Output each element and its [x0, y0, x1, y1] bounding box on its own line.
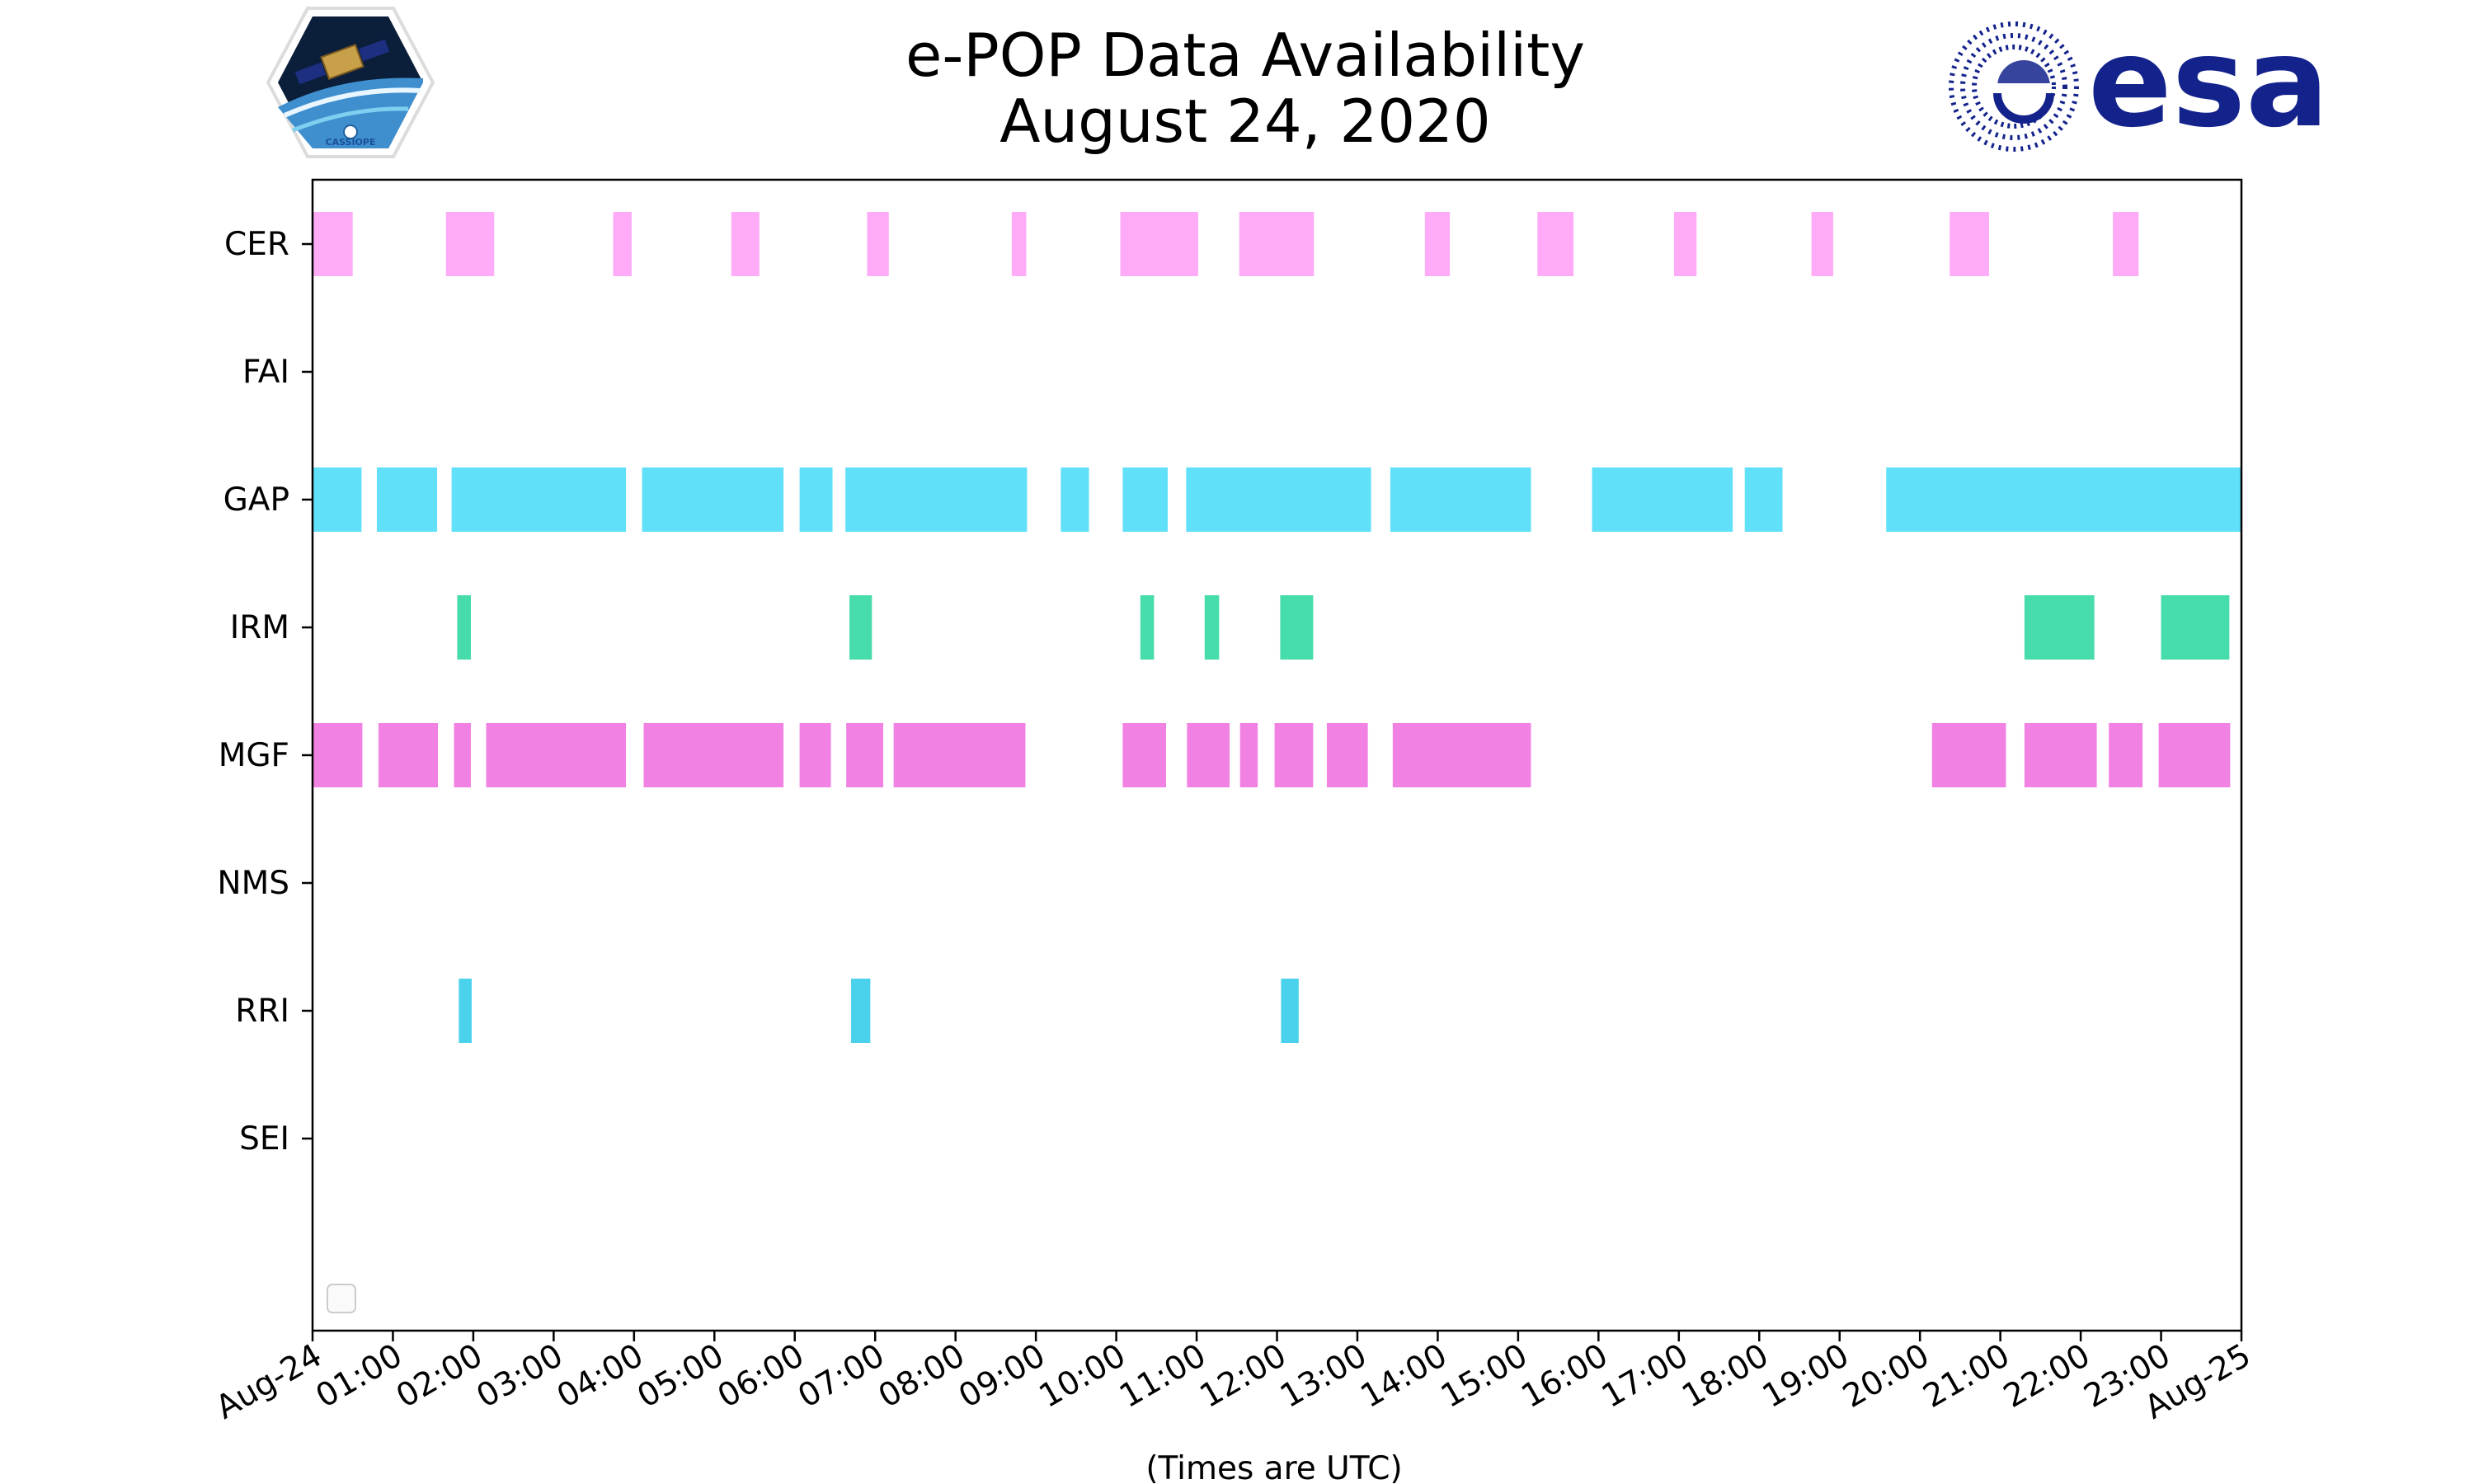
x-tick-label-2: 02:00 [390, 1337, 489, 1416]
bar-rri-2 [1281, 979, 1299, 1043]
esa-logo-text: esa [2088, 12, 2329, 155]
bar-mgf-16 [2109, 723, 2143, 787]
chart-title-line-1: e-POP Data Availability [905, 21, 1585, 90]
bar-irm-1 [849, 595, 872, 660]
x-tick-label-3: 03:00 [471, 1337, 570, 1416]
bar-cer-1 [445, 212, 495, 276]
esa-logo: esa [1949, 12, 2329, 155]
bar-mgf-15 [2024, 723, 2097, 787]
bar-mgf-6 [846, 723, 883, 787]
bar-gap-7 [1122, 467, 1168, 532]
bar-cer-6 [1120, 212, 1198, 276]
bar-cer-11 [1811, 212, 1833, 276]
bar-mgf-9 [1187, 723, 1230, 787]
x-tick-label-11: 11:00 [1113, 1337, 1212, 1416]
bar-irm-0 [457, 595, 471, 660]
y-tick-label-sei: SEI [239, 1120, 289, 1158]
bar-mgf-17 [2158, 723, 2231, 787]
x-tick-label-7: 07:00 [792, 1337, 891, 1416]
cassiope-logo: CASSIOPE [266, 7, 435, 158]
x-tick-label-15: 15:00 [1435, 1337, 1534, 1416]
x-tick-label-20: 20:00 [1837, 1337, 1935, 1416]
bar-mgf-13 [1392, 723, 1531, 787]
bar-gap-0 [313, 467, 362, 532]
x-axis: Aug-2401:0002:0003:0004:0005:0006:0007:0… [209, 1331, 2257, 1427]
bar-cer-10 [1673, 212, 1697, 276]
bar-irm-5 [2024, 595, 2095, 660]
plot-area [313, 212, 2241, 1043]
bar-irm-2 [1140, 595, 1155, 660]
bar-rri-0 [459, 979, 472, 1043]
plot-frame [311, 178, 2243, 1332]
bar-gap-6 [1061, 467, 1089, 532]
x-tick-label-8: 08:00 [872, 1337, 971, 1416]
y-axis: CER FAI GAP IRM MGF NMS RRI SEI [217, 226, 313, 1158]
bar-irm-4 [1280, 595, 1314, 660]
x-tick-label-17: 17:00 [1596, 1337, 1695, 1416]
bar-mgf-0 [313, 723, 363, 787]
bar-mgf-11 [1274, 723, 1314, 787]
bar-mgf-3 [486, 723, 627, 787]
x-tick-label-5: 05:00 [631, 1337, 730, 1416]
bar-cer-2 [613, 212, 632, 276]
x-tick-label-12: 12:00 [1194, 1337, 1293, 1416]
x-tick-label-22: 22:00 [1997, 1337, 2096, 1416]
bar-gap-5 [845, 467, 1028, 532]
y-tick-label-rri: RRI [235, 993, 289, 1030]
bar-gap-11 [1744, 467, 1783, 532]
x-tick-label-21: 21:00 [1917, 1337, 2016, 1416]
bar-mgf-5 [799, 723, 831, 787]
cassiope-logo-text: CASSIOPE [326, 137, 376, 148]
bar-gap-1 [376, 467, 438, 532]
bar-rri-1 [850, 979, 871, 1043]
x-tick-label-0: Aug-24 [209, 1337, 328, 1427]
y-tick-label-mgf: MGF [219, 737, 289, 774]
bar-gap-12 [1886, 467, 2241, 532]
bar-mgf-14 [1931, 723, 2006, 787]
bar-cer-7 [1239, 212, 1315, 276]
bar-mgf-8 [1122, 723, 1167, 787]
x-tick-label-14: 14:00 [1355, 1337, 1454, 1416]
bar-mgf-7 [893, 723, 1026, 787]
x-tick-label-16: 16:00 [1515, 1337, 1614, 1416]
bar-gap-9 [1390, 467, 1531, 532]
bar-mgf-10 [1239, 723, 1258, 787]
bar-cer-3 [731, 212, 760, 276]
bar-mgf-2 [454, 723, 471, 787]
y-tick-label-nms: NMS [217, 865, 289, 902]
x-tick-label-13: 13:00 [1274, 1337, 1373, 1416]
bar-cer-13 [2113, 212, 2139, 276]
bar-mgf-1 [378, 723, 439, 787]
x-tick-label-18: 18:00 [1676, 1337, 1775, 1416]
x-tick-label-6: 06:00 [712, 1337, 811, 1416]
y-tick-label-gap: GAP [223, 481, 289, 519]
bar-cer-12 [1950, 212, 1989, 276]
bar-cer-8 [1424, 212, 1451, 276]
bar-mgf-12 [1326, 723, 1368, 787]
bar-cer-5 [1011, 212, 1027, 276]
bar-mgf-4 [643, 723, 784, 787]
x-tick-label-19: 19:00 [1757, 1337, 1856, 1416]
bar-gap-10 [1592, 467, 1733, 532]
x-tick-label-9: 09:00 [952, 1337, 1051, 1416]
x-tick-label-10: 10:00 [1033, 1337, 1132, 1416]
y-tick-label-cer: CER [224, 226, 289, 263]
bar-gap-8 [1186, 467, 1371, 532]
bar-gap-4 [799, 467, 833, 532]
bar-cer-0 [313, 212, 353, 276]
y-tick-label-fai: FAI [242, 354, 289, 391]
x-axis-label: (Times are UTC) [1145, 1450, 1402, 1484]
bar-irm-6 [2161, 595, 2230, 660]
chart-title-line-2: August 24, 2020 [999, 87, 1490, 156]
bar-irm-3 [1204, 595, 1220, 660]
bar-cer-9 [1537, 212, 1574, 276]
bar-cer-4 [867, 212, 889, 276]
x-tick-label-4: 04:00 [551, 1337, 650, 1416]
x-tick-label-1: 01:00 [310, 1337, 409, 1416]
legend-box [327, 1284, 356, 1313]
bar-gap-3 [642, 467, 784, 532]
y-tick-label-irm: IRM [230, 609, 289, 646]
bar-gap-2 [451, 467, 627, 532]
